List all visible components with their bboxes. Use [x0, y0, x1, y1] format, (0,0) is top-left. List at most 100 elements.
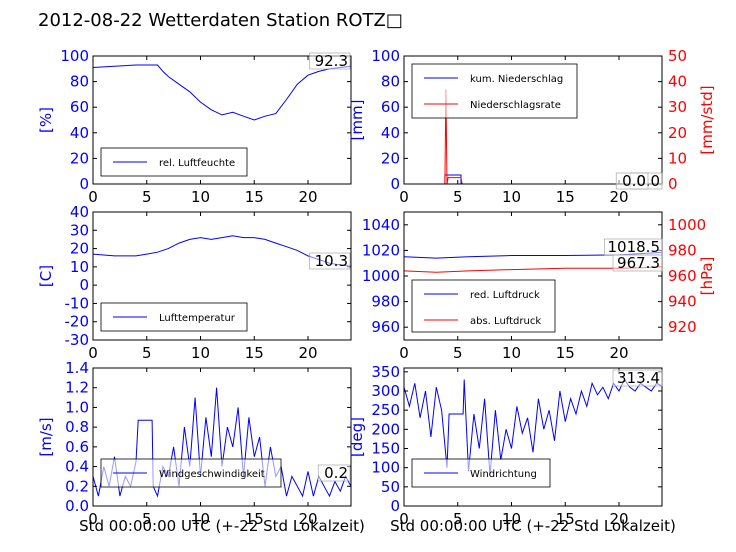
- y2-tick-label: 20: [668, 124, 687, 142]
- legend-entry: Niederschlagsrate: [470, 100, 561, 111]
- y-axis-label: [deg]: [348, 417, 366, 457]
- y-tick-label: 40: [70, 124, 89, 142]
- x-tick-label: 5: [453, 510, 463, 528]
- current-value-box: [612, 254, 663, 272]
- y-tick-label: 980: [371, 293, 400, 311]
- y-tick-label: 0.4: [65, 458, 89, 476]
- x-axis-label: Std 00:00:00 UTC (+-22 Std Lokalzeit): [79, 517, 365, 535]
- x-tick-label: 15: [245, 188, 264, 206]
- x-tick-label: 15: [556, 510, 575, 528]
- series-line-humidity-0: [93, 64, 351, 121]
- y-tick-label: 200: [371, 420, 400, 438]
- y-tick-label: 60: [70, 98, 89, 116]
- legend-entry: kum. Niederschlag: [470, 74, 563, 85]
- y-tick-label: -30: [65, 331, 90, 349]
- y2-tick-label: 940: [668, 293, 697, 311]
- legend: Lufttemperatur: [100, 302, 248, 332]
- x-tick-label: 10: [191, 188, 210, 206]
- current-value-label: 313.4: [617, 369, 660, 387]
- y-tick-label: 250: [371, 401, 400, 419]
- x-tick-label: 15: [556, 188, 575, 206]
- series-line-precip-1: [404, 89, 662, 184]
- plot-frame: [92, 211, 352, 341]
- x-axis-label: Std 00:00:00 UTC (+-22 Std Lokalzeit): [390, 517, 676, 535]
- current-value-box: [317, 464, 351, 482]
- x-tick-label: 20: [298, 344, 317, 362]
- x-tick-label: 5: [142, 510, 152, 528]
- y-tick-label: 10: [70, 258, 89, 276]
- y-tick-label: -10: [65, 294, 90, 312]
- plot-frame: [92, 55, 352, 185]
- legend-entry: rel. Luftfeuchte: [159, 158, 235, 169]
- x-tick-label: 5: [142, 188, 152, 206]
- y-tick-label: 1020: [362, 241, 400, 259]
- legend-entry: Windrichtung: [470, 469, 537, 480]
- y-tick-label: 1.2: [65, 379, 89, 397]
- x-tick-label: 20: [609, 510, 628, 528]
- y-tick-label: 960: [371, 318, 400, 336]
- y-tick-label: 80: [70, 73, 89, 91]
- current-value-box: [309, 252, 351, 270]
- x-tick-label: 0: [399, 510, 409, 528]
- x-tick-label: 0: [399, 188, 409, 206]
- y-tick-label: 0.8: [65, 418, 89, 436]
- y2-tick-label: 30: [668, 98, 687, 116]
- y-tick-label: 20: [70, 149, 89, 167]
- current-value-label: 1018.5: [608, 238, 661, 256]
- x-tick-label: 15: [556, 344, 575, 362]
- y-axis-label: [m/s]: [37, 417, 55, 456]
- legend: rel. Luftfeuchte: [100, 147, 248, 177]
- y-tick-label: 20: [381, 149, 400, 167]
- y-tick-label: 150: [371, 440, 400, 458]
- y2-axis-label: [hPa]: [698, 257, 716, 296]
- y-tick-label: 300: [371, 382, 400, 400]
- y-tick-label: 0: [79, 175, 89, 193]
- y-tick-label: 100: [60, 47, 89, 65]
- y-tick-label: 1000: [362, 267, 400, 285]
- chart-panel-wind: 0 5 10 15 200.00.20.40.60.81.01.21.4[m/s]Std…: [37, 359, 365, 535]
- current-value-label: 967.3: [617, 254, 660, 272]
- y-tick-label: 1.4: [65, 359, 89, 377]
- legend: red. Luftdruck abs. Luftdruck: [411, 279, 556, 333]
- y-tick-label: 0.6: [65, 438, 89, 456]
- y-tick-label: 100: [371, 459, 400, 477]
- x-tick-label: 0: [88, 344, 98, 362]
- legend-entry: Windgeschwindigkeit: [159, 469, 265, 480]
- page-title: 2012-08-22 Wetterdaten Station ROTZ□: [38, 10, 403, 31]
- series-line-precip-0: [404, 174, 662, 184]
- legend: Windrichtung: [411, 458, 551, 488]
- current-value-label: 10.3: [315, 252, 348, 270]
- legend-entry: abs. Luftdruck: [470, 316, 541, 327]
- legend-entry: red. Luftdruck: [470, 290, 540, 301]
- legend-box: [411, 279, 556, 333]
- y-tick-label: 20: [70, 240, 89, 258]
- chart-panel-pressure: 0 5 10 15 20 960 980 1000 1020 1040 920 940 960 980 10…: [362, 211, 716, 362]
- y2-tick-label: 0: [668, 175, 678, 193]
- x-tick-label: 0: [399, 344, 409, 362]
- x-tick-label: 5: [453, 188, 463, 206]
- y-tick-label: 0.2: [65, 477, 89, 495]
- y-tick-label: 30: [70, 221, 89, 239]
- legend-entry: Lufttemperatur: [159, 313, 236, 324]
- current-value-label: 92.3: [315, 52, 348, 70]
- current-value-box: [309, 52, 351, 70]
- y2-tick-label: 1000: [668, 216, 706, 234]
- y-tick-label: 40: [70, 203, 89, 221]
- x-tick-label: 10: [502, 510, 521, 528]
- x-tick-label: 10: [502, 188, 521, 206]
- x-tick-label: 10: [502, 344, 521, 362]
- x-tick-label: 0: [88, 510, 98, 528]
- y-tick-label: 60: [381, 98, 400, 116]
- x-tick-label: 20: [609, 344, 628, 362]
- current-value-label: 0.2: [324, 464, 348, 482]
- current-value-box: [615, 172, 649, 190]
- y-tick-label: 350: [371, 363, 400, 381]
- y-axis-label: [mm]: [348, 100, 366, 141]
- plot-frame: [403, 55, 663, 185]
- x-tick-label: 15: [245, 510, 264, 528]
- y-tick-label: 0.0: [65, 497, 89, 515]
- plot-frame: [92, 367, 352, 507]
- current-value-label: 0.0: [622, 172, 646, 190]
- y2-tick-label: 920: [668, 318, 697, 336]
